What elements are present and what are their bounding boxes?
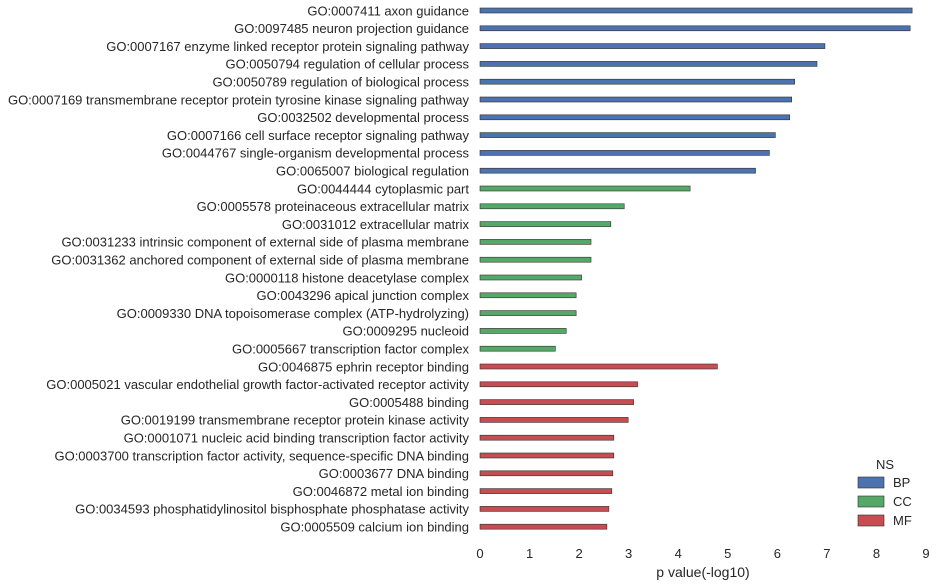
x-tick-label: 8 [873,546,880,561]
category-label: GO:0001071 nucleic acid binding transcri… [124,431,470,446]
category-label: GO:0046872 metal ion binding [293,484,469,499]
bar-cc [479,345,556,352]
category-label: GO:0044444 cytoplasmic part [297,181,469,196]
legend-swatch-mf [857,514,885,527]
bar-mf [479,523,608,530]
x-tick-label: 6 [774,546,781,561]
category-label: GO:0065007 biological regulation [276,164,469,179]
bar-mf [479,506,610,512]
bar-bp [479,132,776,138]
category-label: GO:0000118 histone deacetylase complex [225,270,470,285]
x-tick-label: 3 [625,546,632,561]
bar-bp [479,167,756,174]
category-label: GO:0044767 single-organism developmental… [162,146,470,161]
legend-label-bp: BP [893,475,910,490]
legend-label-mf: MF [893,513,912,528]
bar-mf [479,381,638,388]
bar-cc [479,292,577,299]
bar-cc [479,239,592,245]
bar-mf [479,452,615,459]
bar-bp [479,96,793,103]
category-label: GO:0043296 apical junction complex [257,288,470,303]
bar-mf [479,470,614,477]
category-label: GO:0005021 vascular endothelial growth f… [46,377,469,392]
bars-group [479,7,913,530]
category-labels-group: GO:0007411 axon guidance GO:0097485 neuro… [8,3,470,534]
bar-cc [479,185,691,192]
category-label: GO:0007167 enzyme linked receptor protei… [106,39,469,54]
bar-mf [479,488,613,494]
bar-mf [479,399,634,405]
legend-label-cc: CC [893,494,912,509]
x-axis-ticks-group: 0 1 2 3 4 5 6 7 8 9 [476,546,929,561]
category-label: GO:0005578 proteinaceous extracellular m… [197,199,470,214]
category-label: GO:0034593 phosphatidylinositol bisphosp… [75,502,469,517]
bar-mf [479,434,615,441]
bar-cc [479,221,612,227]
x-tick-label: 5 [724,546,731,561]
x-tick-label: 4 [675,546,682,561]
x-tick-label: 1 [526,546,533,561]
bar-cc [479,274,582,281]
category-label: GO:0005488 binding [349,395,469,410]
bar-bp [479,61,818,67]
category-label: GO:0007166 cell surface receptor signali… [167,128,470,143]
bar-bp [479,7,913,14]
x-tick-label: 2 [575,546,582,561]
category-label: GO:0007411 axon guidance [307,3,469,18]
category-label: GO:0046875 ephrin receptor binding [258,359,469,374]
category-label: GO:0007169 transmembrane receptor protei… [8,92,470,107]
legend: NS BP CC MF [857,457,912,528]
category-label: GO:0050789 regulation of biological proc… [212,75,469,90]
bar-mf [479,417,629,423]
category-label: GO:0009295 nucleoid [343,324,469,339]
category-label: GO:0005509 calcium ion binding [280,520,469,535]
bar-cc [479,256,592,263]
category-label: GO:0097485 neuron projection guidance [234,21,469,36]
category-label: GO:0019199 transmembrane receptor protei… [121,413,470,428]
bar-bp [479,78,795,85]
x-tick-label: 7 [823,546,830,561]
bar-cc [479,310,577,316]
legend-swatch-cc [857,495,885,508]
bar-bp [479,43,826,49]
bar-bp [479,25,911,32]
category-label: GO:0032502 developmental process [257,110,469,125]
bar-bp [479,114,791,121]
bar-cc [479,328,567,334]
category-label: GO:0009330 DNA topoisomerase complex (AT… [117,306,469,321]
legend-swatch-bp [857,476,885,489]
category-label: GO:0031233 intrinsic component of extern… [61,235,469,250]
category-label: GO:0003677 DNA binding [319,466,469,481]
bar-bp [479,150,770,156]
x-axis-label: p value(-log10) [656,564,749,580]
x-tick-label: 0 [476,546,483,561]
category-label: GO:0003700 transcription factor activity… [54,448,469,463]
x-tick-label: 9 [922,546,929,561]
bar-mf [479,363,718,370]
category-label: GO:0005667 transcription factor complex [232,342,470,357]
category-label: GO:0031362 anchored component of externa… [51,253,469,268]
legend-title: NS [876,457,894,472]
bar-cc [479,203,625,210]
category-label: GO:0050794 regulation of cellular proces… [225,57,469,72]
category-label: GO:0031012 extracellular matrix [282,217,470,232]
